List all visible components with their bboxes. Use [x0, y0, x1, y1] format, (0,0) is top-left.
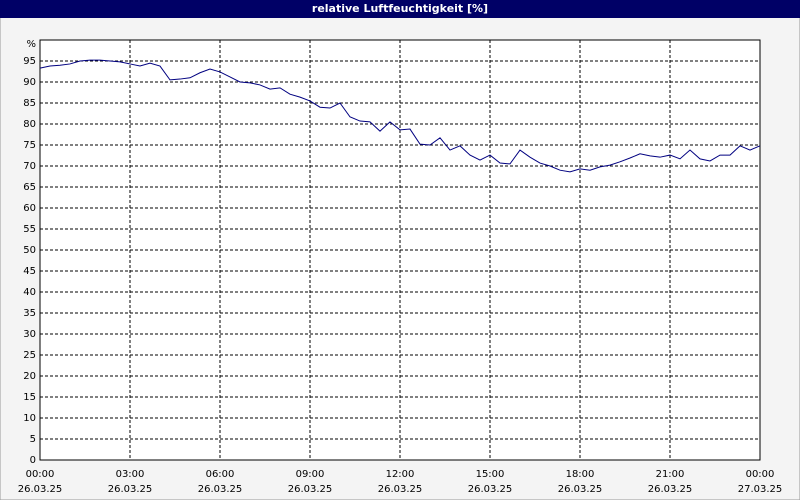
x-tick-label: 12:00 [386, 469, 415, 480]
y-tick-label: 50 [23, 245, 36, 256]
x-tick-label: 18:00 [566, 469, 595, 480]
x-tick-date: 26.03.25 [648, 484, 693, 495]
y-tick-label: 40 [23, 287, 36, 298]
y-tick-label: 45 [23, 266, 36, 277]
y-tick-label: 30 [23, 329, 36, 340]
plot-border [39, 39, 761, 461]
title-bar [0, 0, 800, 18]
y-tick-label: 25 [23, 350, 36, 361]
x-tick-label: 00:00 [26, 469, 55, 480]
y-tick-label: 35 [23, 308, 36, 319]
y-tick-label: 60 [23, 203, 36, 214]
y-tick-label: 5 [30, 434, 36, 445]
data-line [39, 59, 761, 173]
x-tick-date: 27.03.25 [738, 484, 783, 495]
x-tick-date: 26.03.25 [18, 484, 63, 495]
x-tick-date: 26.03.25 [378, 484, 423, 495]
y-tick-label: 85 [23, 98, 36, 109]
y-tick-label: 90 [23, 77, 36, 88]
x-tick-label: 15:00 [476, 469, 505, 480]
x-tick-date: 26.03.25 [288, 484, 333, 495]
x-tick-date: 26.03.25 [198, 484, 243, 495]
y-tick-label: 55 [23, 224, 36, 235]
x-tick-label: 09:00 [296, 469, 325, 480]
x-tick-label: 00:00 [746, 469, 775, 480]
x-tick-label: 03:00 [116, 469, 145, 480]
y-tick-label: 0 [30, 455, 36, 466]
y-tick-label: 65 [23, 182, 36, 193]
y-tick-label: 10 [23, 413, 36, 424]
y-tick-label: 70 [23, 161, 36, 172]
y-axis-label: % [26, 39, 36, 50]
x-tick-label: 21:00 [656, 469, 685, 480]
x-tick-label: 06:00 [206, 469, 235, 480]
y-tick-label: 95 [23, 56, 36, 67]
x-tick-date: 26.03.25 [468, 484, 513, 495]
x-tick-date: 26.03.25 [108, 484, 153, 495]
chart-title: relative Luftfeuchtigkeit [%] [312, 2, 488, 15]
y-tick-label: 15 [23, 392, 36, 403]
y-tick-label: 20 [23, 371, 36, 382]
x-tick-date: 26.03.25 [558, 484, 603, 495]
y-tick-label: 75 [23, 140, 36, 151]
y-tick-label: 80 [23, 119, 36, 130]
